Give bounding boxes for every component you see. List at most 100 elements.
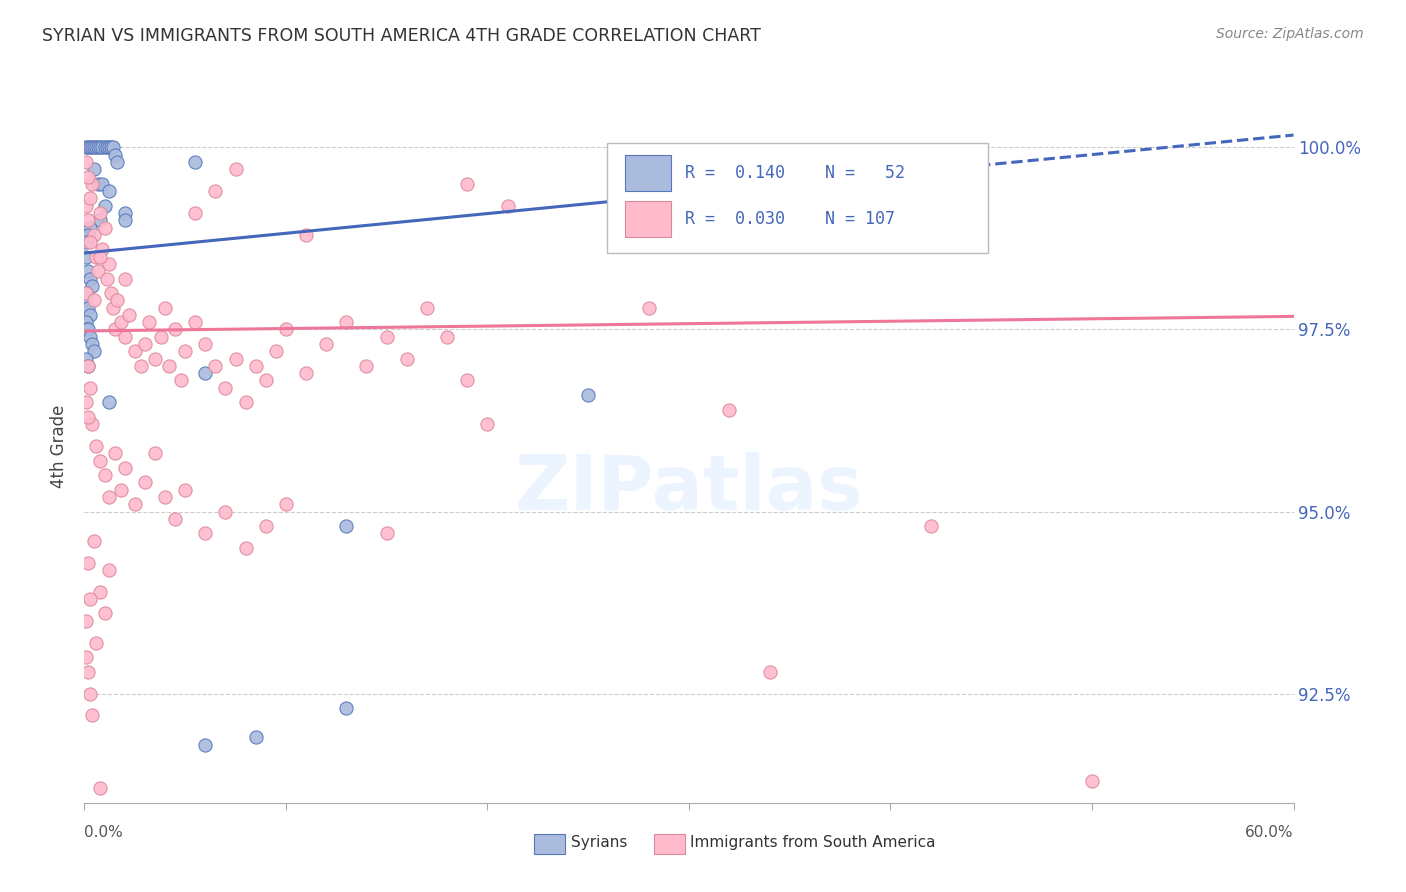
Point (96, 271, 118, 285)
Point (93, 607, 115, 621)
Point (87, 264, 110, 278)
Point (194, 366, 217, 380)
Point (143, 351, 166, 366)
Point (295, 366, 318, 380)
Point (75, 650, 97, 665)
Point (104, 446, 127, 460)
Point (87, 177, 110, 191)
Point (839, 235, 862, 249)
Point (184, 155, 207, 169)
Point (75, 395, 97, 409)
Point (97, 563, 120, 577)
Point (335, 315, 357, 329)
Point (264, 344, 287, 359)
Point (315, 337, 337, 351)
Point (637, 301, 659, 315)
Point (91, 140, 114, 154)
Point (274, 497, 297, 511)
Point (194, 738, 217, 752)
Point (335, 701, 357, 715)
Point (114, 330, 136, 344)
Text: 0.0%: 0.0% (84, 825, 124, 840)
Point (77, 322, 100, 336)
Point (110, 483, 132, 497)
Point (75, 286, 97, 301)
Point (105, 293, 128, 308)
Point (235, 395, 257, 409)
Point (105, 155, 128, 169)
Point (97, 257, 120, 271)
Point (184, 206, 207, 220)
Bar (624, 155, 671, 191)
Point (214, 504, 236, 518)
Point (91, 177, 114, 191)
Point (254, 374, 277, 388)
Point (174, 483, 197, 497)
Point (149, 330, 172, 344)
Point (235, 541, 257, 555)
Point (83, 533, 105, 548)
Point (82, 337, 104, 351)
Point (89, 781, 111, 796)
Point (274, 322, 297, 336)
Point (82, 140, 104, 154)
Point (82, 278, 104, 293)
Point (456, 177, 478, 191)
Point (77, 409, 100, 424)
Point (153, 301, 176, 315)
Point (100, 286, 122, 301)
Point (129, 359, 152, 373)
Point (89, 453, 111, 467)
Point (101, 140, 124, 154)
Bar (624, 202, 671, 237)
Point (96, 140, 118, 154)
Point (97, 140, 120, 154)
Point (114, 460, 136, 475)
Point (245, 359, 267, 373)
Point (124, 344, 146, 359)
Point (134, 475, 156, 490)
Text: Source: ZipAtlas.com: Source: ZipAtlas.com (1216, 27, 1364, 41)
Point (143, 446, 166, 460)
Point (86, 250, 108, 264)
Point (75, 351, 97, 366)
Point (184, 315, 207, 329)
Point (83, 293, 105, 308)
Point (75, 235, 97, 249)
Point (79, 687, 101, 701)
FancyBboxPatch shape (607, 143, 987, 253)
Point (920, 519, 942, 533)
Point (194, 526, 217, 541)
Point (375, 526, 398, 541)
Point (718, 402, 741, 417)
Point (91, 243, 114, 257)
Point (114, 271, 136, 285)
Text: ZIPatlas: ZIPatlas (515, 452, 863, 525)
Point (101, 301, 124, 315)
Point (1081, 774, 1104, 789)
Point (97, 490, 120, 504)
Text: 60.0%: 60.0% (1246, 825, 1294, 840)
Text: Immigrants from South America: Immigrants from South America (690, 836, 936, 850)
Point (295, 227, 318, 242)
Point (456, 374, 478, 388)
Point (170, 374, 193, 388)
Point (576, 388, 599, 402)
Point (153, 490, 176, 504)
Point (77, 140, 100, 154)
Point (86, 140, 108, 154)
Point (79, 271, 101, 285)
Point (225, 351, 247, 366)
Point (77, 169, 100, 184)
Point (86, 439, 108, 453)
Point (114, 213, 136, 227)
Point (79, 308, 101, 322)
Point (204, 184, 226, 198)
Point (79, 140, 101, 154)
Point (93, 468, 115, 483)
Point (356, 359, 378, 373)
Point (134, 337, 156, 351)
Point (77, 556, 100, 570)
Point (75, 140, 97, 154)
Point (225, 162, 247, 177)
